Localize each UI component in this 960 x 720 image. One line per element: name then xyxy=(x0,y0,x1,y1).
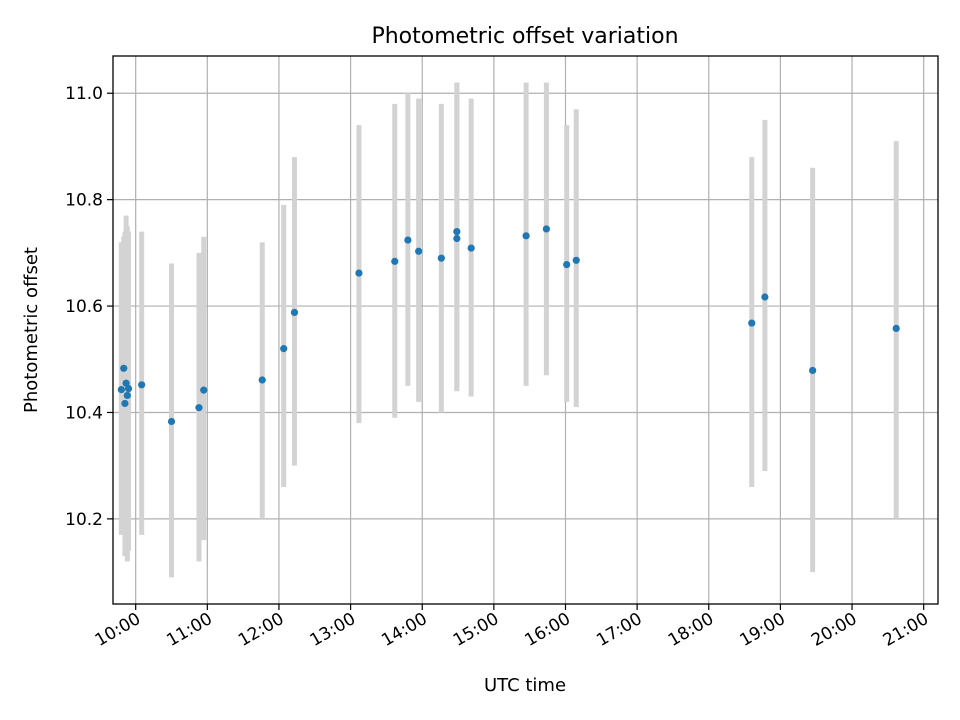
data-point xyxy=(391,257,399,265)
x-tick-label: 16:00 xyxy=(522,609,574,651)
y-axis-label: Photometric offset xyxy=(21,247,42,413)
data-point xyxy=(200,386,208,394)
data-point xyxy=(892,324,900,333)
y-tick-label: 11.0 xyxy=(65,84,103,104)
data-point xyxy=(437,254,445,262)
y-tick-label: 10.6 xyxy=(65,297,103,317)
x-tick-label: 15:00 xyxy=(450,609,502,651)
data-point xyxy=(809,366,817,375)
data-point xyxy=(542,225,550,233)
data-point xyxy=(748,319,756,327)
data-point xyxy=(404,236,412,244)
data-point xyxy=(120,364,128,372)
data-point xyxy=(290,308,299,317)
data-point xyxy=(138,381,146,389)
x-tick-label: 18:00 xyxy=(665,609,717,651)
x-tick-label: 10:00 xyxy=(92,609,144,651)
x-tick-label: 13:00 xyxy=(307,609,359,651)
data-point xyxy=(761,293,769,301)
x-tick-label: 12:00 xyxy=(235,609,287,651)
data-point xyxy=(563,260,571,269)
data-point xyxy=(572,256,580,264)
y-tick-label: 10.2 xyxy=(65,510,103,530)
data-point xyxy=(121,399,129,408)
x-tick-label: 21:00 xyxy=(880,609,932,651)
x-axis-ticks: 10:00 11:00 12:00 13:00 14:00 15:00 16:00 17:00… xyxy=(92,604,932,651)
x-tick-label: 20:00 xyxy=(808,609,860,651)
data-point xyxy=(415,247,423,255)
data-point xyxy=(124,384,133,393)
data-point xyxy=(167,417,176,426)
y-axis-ticks: 10.2 10.4 10.6 10.8 11.0 xyxy=(65,84,113,530)
data-point xyxy=(195,404,203,412)
x-tick-label: 17:00 xyxy=(593,609,645,651)
data-point xyxy=(453,227,461,236)
plot-frame xyxy=(112,55,939,605)
data-point xyxy=(453,234,461,243)
data-point xyxy=(258,376,266,384)
x-axis-label: UTC time xyxy=(484,675,566,696)
data-points xyxy=(117,225,900,426)
data-point xyxy=(355,269,363,277)
x-tick-label: 14:00 xyxy=(378,609,430,651)
data-point xyxy=(522,232,530,240)
chart-title: Photometric offset variation xyxy=(371,24,678,49)
data-point xyxy=(117,385,125,394)
x-tick-label: 19:00 xyxy=(736,609,788,651)
x-tick-label: 11:00 xyxy=(163,609,215,651)
data-point xyxy=(123,391,131,400)
data-point xyxy=(467,244,475,252)
data-point xyxy=(280,345,288,353)
y-tick-label: 10.4 xyxy=(65,403,103,423)
y-tick-label: 10.8 xyxy=(65,191,103,211)
